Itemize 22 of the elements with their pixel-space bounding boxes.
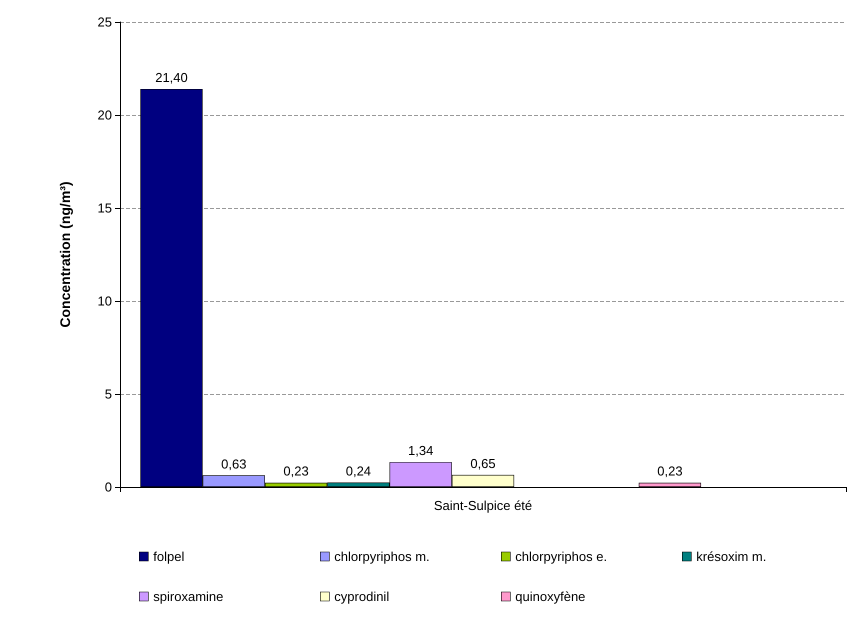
data-label: 0,23 [657, 464, 683, 479]
data-label: 21,40 [155, 70, 188, 85]
data-label: 1,34 [408, 443, 434, 458]
legend-label: folpel [153, 549, 184, 564]
y-tick-label: 25 [98, 14, 112, 30]
y-tick-label: 20 [98, 108, 112, 122]
y-tick-label: 10 [98, 294, 112, 308]
data-label: 0,63 [221, 456, 246, 472]
y-axis-title: Concentration (ng/m³) [57, 181, 73, 328]
legend-label: cyprodinil [334, 589, 390, 604]
legend-label: spiroxamine [153, 589, 224, 604]
legend-label: krésoxim m. [696, 549, 766, 564]
y-tick-label: 15 [98, 200, 112, 216]
y-tick-label: 0 [104, 480, 112, 494]
legend-label: quinoxyfène [515, 589, 586, 604]
y-tick-label: 5 [104, 386, 112, 402]
legend-label: chlorpyriphos e. [515, 549, 608, 564]
x-tick-label: Saint-Sulpice été [434, 498, 532, 513]
legend-label: chlorpyriphos m. [334, 549, 430, 564]
data-label: 0,23 [283, 464, 309, 479]
data-label: 0,65 [470, 456, 496, 471]
data-label: 0,24 [346, 464, 372, 479]
